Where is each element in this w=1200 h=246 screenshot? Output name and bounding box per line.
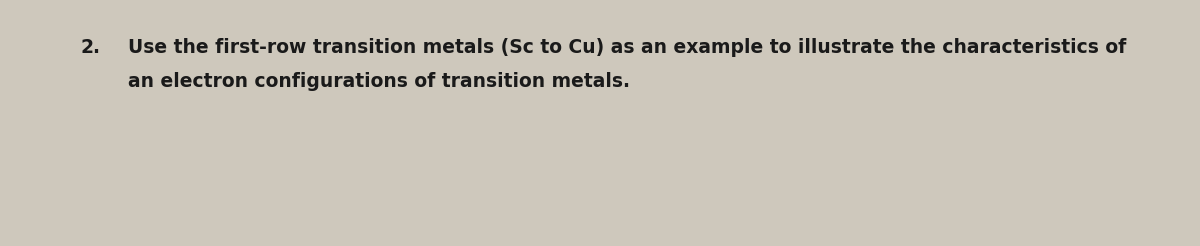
Text: Use the first-row transition metals (Sc to Cu) as an example to illustrate the c: Use the first-row transition metals (Sc … <box>128 38 1127 57</box>
Text: an electron configurations of transition metals.: an electron configurations of transition… <box>128 72 630 91</box>
Text: 2.: 2. <box>80 38 100 57</box>
